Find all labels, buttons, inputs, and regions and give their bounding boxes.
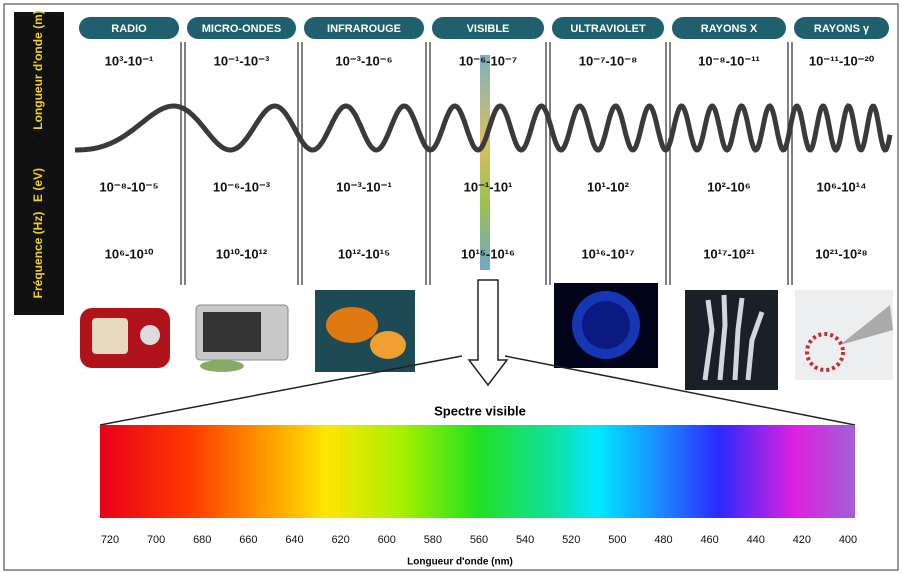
energy-range: 10⁻³-10⁻¹	[336, 179, 392, 194]
wavelength-tick: 620	[331, 534, 349, 546]
band-name: RAYONS X	[701, 23, 758, 35]
wave	[75, 103, 893, 153]
wavelength-tick: 680	[193, 534, 211, 546]
zoom-line	[99, 355, 463, 426]
wavelength-tick: 720	[101, 534, 119, 546]
visible-spectrum	[100, 425, 855, 518]
wavelength-tick: 560	[470, 534, 488, 546]
band-name: ULTRAVIOLET	[570, 23, 646, 35]
band-pill	[304, 17, 424, 39]
band-pill	[187, 17, 296, 39]
frequency-range: 10¹²-10¹⁵	[338, 246, 390, 261]
spectrum-axis-label: Longueur d'onde (nm)	[407, 557, 513, 568]
down-arrow	[467, 279, 509, 387]
band-name: VISIBLE	[467, 23, 510, 35]
band-name: MICRO-ONDES	[202, 23, 281, 35]
wavelength-tick: 420	[793, 534, 811, 546]
wavelength-range: 10⁻³-10⁻⁶	[335, 53, 392, 68]
energy-range: 10⁻¹-10¹	[464, 179, 513, 194]
spectrum-title: Spectre visible	[434, 403, 526, 418]
frequency-range: 10²¹-10²⁸	[815, 246, 867, 261]
wavelength-tick: 520	[562, 534, 580, 546]
wavelength-tick: 500	[608, 534, 626, 546]
energy-range: 10⁶-10¹⁴	[817, 179, 867, 194]
band-pill	[79, 17, 179, 39]
microwave-image	[195, 304, 289, 372]
radio-image	[80, 308, 170, 368]
wavelength-tick: 440	[747, 534, 765, 546]
wavelength-tick: 480	[654, 534, 672, 546]
band-pill	[794, 17, 889, 39]
wavelength-tick: 580	[424, 534, 442, 546]
energy-range: 10²-10⁶	[707, 179, 751, 194]
wavelength-tick: 400	[839, 534, 857, 546]
energy-range: 10⁻⁶-10⁻³	[213, 179, 271, 194]
row-label: Longueur d'onde (m)	[31, 10, 45, 130]
infrared-image	[315, 290, 415, 372]
wavelength-tick: 640	[285, 534, 303, 546]
wavelength-range: 10⁻⁶-10⁻⁷	[459, 53, 517, 68]
wavelength-tick: 460	[700, 534, 718, 546]
wavelength-tick: 660	[239, 534, 257, 546]
row-label: E (eV)	[31, 168, 45, 202]
wavelength-tick: 600	[378, 534, 396, 546]
wavelength-tick: 700	[147, 534, 165, 546]
frequency-range: 10¹⁰-10¹²	[216, 246, 268, 261]
band-name: RADIO	[111, 23, 147, 35]
wavelength-range: 10⁻¹-10⁻³	[214, 53, 270, 68]
xray-image	[685, 290, 778, 390]
gamma-image	[795, 290, 893, 380]
band-pill	[552, 17, 664, 39]
uv-image	[554, 283, 658, 368]
row-label: Fréquence (Hz)	[31, 212, 45, 299]
frequency-range: 10¹⁶-10¹⁷	[581, 246, 634, 261]
band-pill	[432, 17, 544, 39]
frame	[3, 3, 899, 571]
wavelength-range: 10³-10⁻¹	[105, 53, 154, 68]
energy-range: 10¹-10²	[587, 179, 630, 194]
band-name: INFRAROUGE	[327, 23, 401, 35]
zoom-line	[504, 355, 856, 426]
energy-range: 10⁻⁸-10⁻⁵	[99, 179, 158, 194]
wavelength-range: 10⁻⁸-10⁻¹¹	[698, 53, 760, 68]
band-name: RAYONS γ	[814, 23, 870, 35]
frequency-range: 10¹⁵-10¹⁶	[461, 246, 515, 261]
frequency-range: 10¹⁷-10²¹	[703, 246, 755, 261]
frequency-range: 10⁶-10¹⁰	[105, 246, 155, 261]
band-pill	[672, 17, 786, 39]
wavelength-range: 10⁻⁷-10⁻⁸	[579, 53, 637, 68]
sidebar	[14, 12, 64, 315]
visible-stripe	[480, 55, 490, 270]
wavelength-range: 10⁻¹¹-10⁻²⁰	[809, 53, 875, 68]
wavelength-tick: 540	[516, 534, 534, 546]
